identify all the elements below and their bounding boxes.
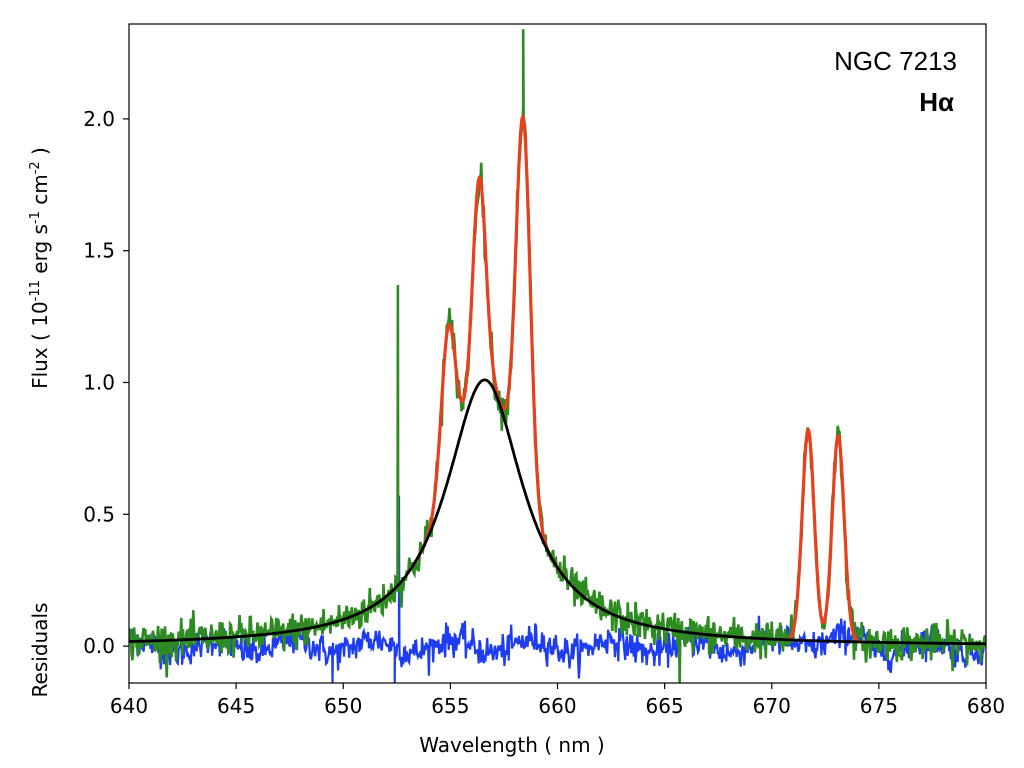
y-axis-title-mid: erg s (28, 224, 52, 280)
fit-series-line (788, 427, 862, 644)
x-tick-label: 665 (646, 694, 684, 718)
line-annotation: Hα (919, 87, 954, 117)
y-axis-title-exp3: -2 (28, 161, 43, 174)
x-tick-label: 655 (431, 694, 469, 718)
y-axis-title-mid2: cm (28, 174, 52, 211)
y-tick-label: 2.0 (83, 107, 115, 131)
fit-series-line (410, 113, 566, 578)
x-tick-label: 670 (753, 694, 791, 718)
y-tick-label: 0.5 (83, 502, 115, 526)
x-tick-label: 675 (860, 694, 898, 718)
x-tick-label: 660 (538, 694, 576, 718)
x-tick-label: 650 (324, 694, 362, 718)
y-tick-label: 1.0 (83, 370, 115, 394)
series-layer (129, 29, 986, 683)
object-annotation: NGC 7213 (834, 46, 957, 76)
x-axis: 640 645 650 655 660 665 670 675 680 (110, 683, 1005, 718)
x-tick-label: 645 (217, 694, 255, 718)
broad-series-line (129, 378, 986, 646)
residuals-series-line (129, 495, 986, 683)
y-axis-title-exp2: -1 (28, 211, 43, 224)
y-tick-label: 0.0 (83, 634, 115, 658)
y-axis-title-main: Flux ( 10 (28, 301, 52, 389)
x-tick-label: 680 (967, 694, 1005, 718)
y-axis-title-end: ) (28, 147, 52, 161)
y-tick-label: 1.5 (83, 239, 115, 263)
y-axis: 0.0 0.5 1.0 1.5 2.0 (83, 107, 129, 658)
y-axis-title: Flux ( 10-11 erg s-1 cm-2 ) (28, 147, 52, 389)
x-axis-title: Wavelength ( nm ) (419, 733, 604, 757)
y-axis-title-exp1: -11 (28, 280, 43, 301)
x-tick-label: 640 (110, 694, 148, 718)
residuals-axis-label: Residuals (28, 603, 52, 698)
